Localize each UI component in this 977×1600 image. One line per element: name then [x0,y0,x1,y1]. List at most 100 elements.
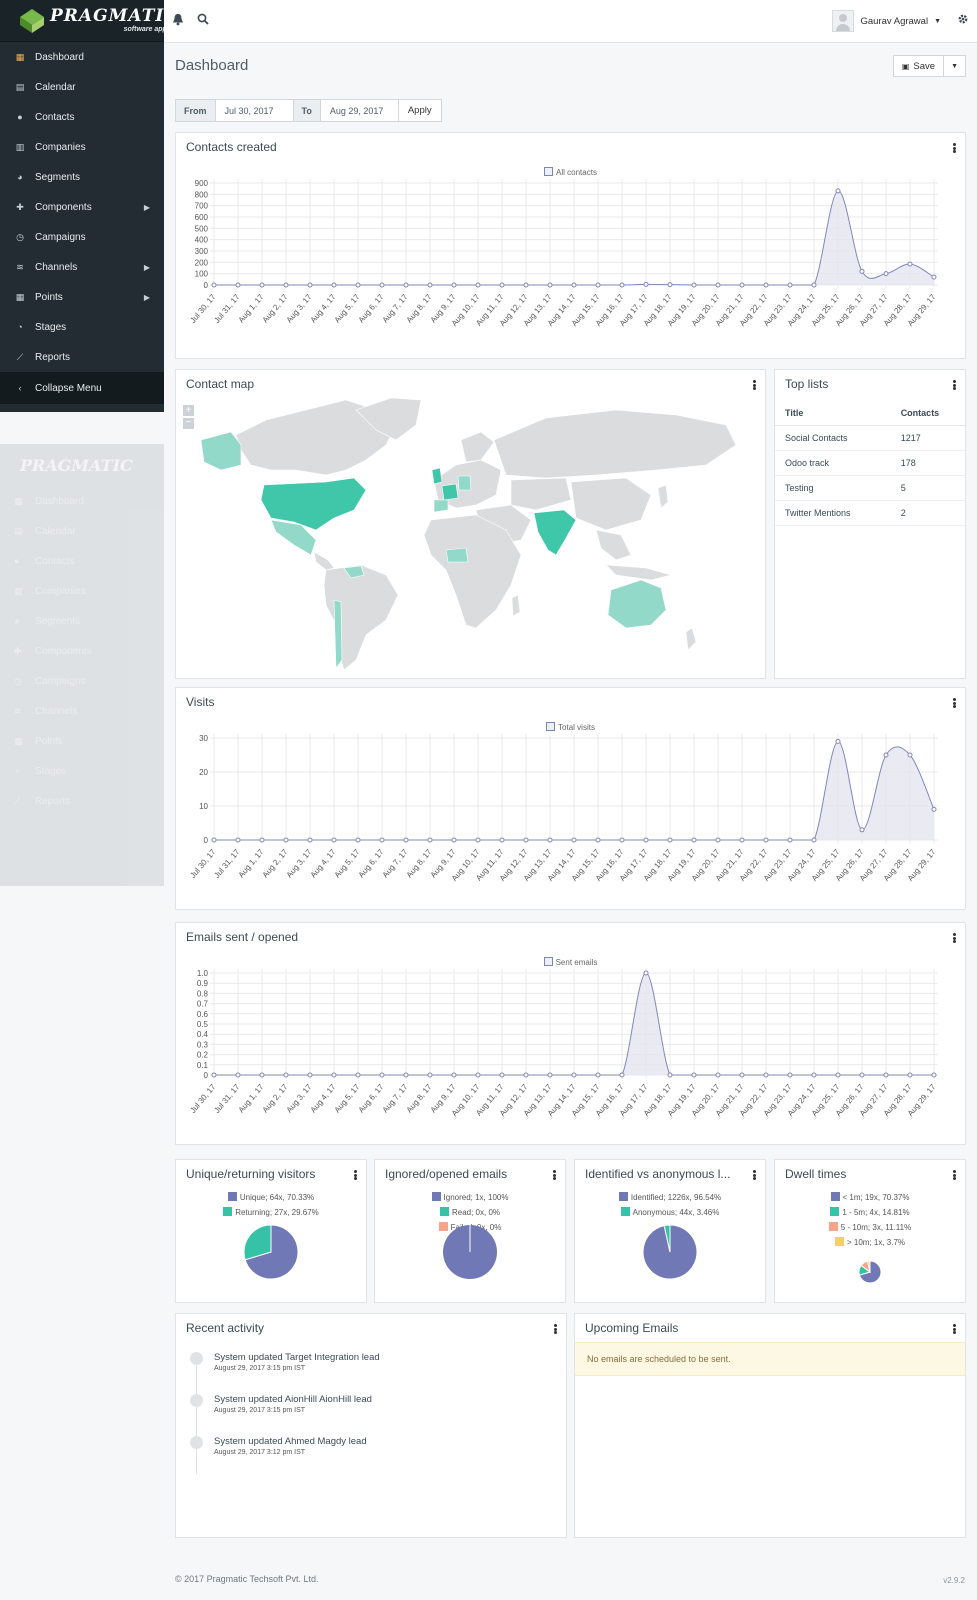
sidebar-item-dashboard[interactable]: ▦ Dashboard [0,42,164,72]
sidebar-item-campaigns[interactable]: ◷ Campaigns [0,222,164,252]
search-icon[interactable] [197,13,209,28]
data-point[interactable] [211,837,217,843]
data-point[interactable] [643,970,649,976]
legend-swatch[interactable] [546,722,556,731]
table-row[interactable]: Twitter Mentions 2 [775,500,965,526]
panel-menu-icon[interactable] [553,1170,556,1180]
data-point[interactable] [283,282,289,288]
data-point[interactable] [715,1072,721,1078]
data-point[interactable] [763,837,769,843]
table-row[interactable]: Social Contacts 1217 [775,425,965,451]
data-point[interactable] [499,282,505,288]
data-point[interactable] [787,837,793,843]
data-point[interactable] [451,282,457,288]
to-date-input[interactable]: Aug 29, 2017 [320,99,399,122]
data-point[interactable] [859,1072,865,1078]
data-point[interactable] [283,837,289,843]
data-point[interactable] [355,837,361,843]
sidebar-item-contacts[interactable]: ● Contacts [0,102,164,132]
data-point[interactable] [211,282,217,288]
save-dropdown-toggle[interactable]: ▼ [944,55,966,77]
data-point[interactable] [523,1072,529,1078]
zoom-in-button[interactable]: + [183,405,194,416]
data-point[interactable] [403,837,409,843]
data-point[interactable] [403,282,409,288]
legend-entry[interactable]: Unique; 64x, 70.33% [227,1190,314,1205]
data-point[interactable] [931,806,937,812]
data-point[interactable] [379,1072,385,1078]
data-point[interactable] [379,837,385,843]
sidebar-item-points[interactable]: ▦ Points ▶ [0,282,164,312]
data-point[interactable] [307,282,313,288]
data-point[interactable] [883,1072,889,1078]
data-point[interactable] [691,1072,697,1078]
data-point[interactable] [475,1072,481,1078]
data-point[interactable] [739,837,745,843]
zoom-out-button[interactable]: − [183,418,194,429]
data-point[interactable] [691,837,697,843]
data-point[interactable] [715,282,721,288]
sidebar-item-companies[interactable]: ▥ Companies [0,132,164,162]
data-point[interactable] [379,282,385,288]
pie-slice[interactable] [866,1260,871,1273]
table-row[interactable]: Odoo track 178 [775,450,965,476]
data-point[interactable] [619,282,625,288]
legend-entry[interactable]: Identified; 1226x, 96.54% [618,1190,721,1205]
legend-entry[interactable]: > 10m; 1x, 3.7% [834,1235,905,1250]
data-point[interactable] [643,281,649,287]
panel-menu-icon[interactable] [953,380,956,390]
legend-swatch[interactable] [543,957,553,966]
data-point[interactable] [499,1072,505,1078]
data-point[interactable] [259,837,265,843]
legend-swatch[interactable] [544,167,554,176]
data-point[interactable] [547,282,553,288]
data-point[interactable] [619,1072,625,1078]
data-point[interactable] [307,837,313,843]
data-point[interactable] [451,837,457,843]
panel-menu-icon[interactable] [753,380,756,390]
sidebar-item-stages[interactable]: ◔ Stages [0,312,164,342]
panel-menu-icon[interactable] [554,1324,557,1334]
activity-text[interactable]: System updated AionHill AionHill lead [214,1394,372,1405]
legend-entry[interactable]: 1 - 5m; 4x, 14.81% [830,1205,910,1220]
activity-text[interactable]: System updated Ahmed Magdy lead [214,1436,367,1447]
data-point[interactable] [883,752,889,758]
data-point[interactable] [331,837,337,843]
data-point[interactable] [883,271,889,277]
data-point[interactable] [283,1072,289,1078]
data-point[interactable] [859,268,865,274]
pie-slice[interactable] [663,1224,671,1253]
world-map[interactable] [176,370,765,678]
data-point[interactable] [235,282,241,288]
data-point[interactable] [475,837,481,843]
data-point[interactable] [787,282,793,288]
data-point[interactable] [403,1072,409,1078]
legend-entry[interactable]: Ignored; 1x, 100% [431,1190,508,1205]
data-point[interactable] [571,1072,577,1078]
data-point[interactable] [451,1072,457,1078]
panel-menu-icon[interactable] [953,698,956,708]
brand-logo[interactable]: PRAGMATIC software applied [0,0,179,42]
data-point[interactable] [619,837,625,843]
data-point[interactable] [835,188,841,194]
data-point[interactable] [763,1072,769,1078]
pie-slice[interactable] [243,1224,272,1261]
collapse-menu-button[interactable]: ‹ Collapse Menu [0,372,164,404]
data-point[interactable] [667,1072,673,1078]
data-point[interactable] [427,282,433,288]
data-point[interactable] [595,1072,601,1078]
data-point[interactable] [547,837,553,843]
sidebar-item-calendar[interactable]: ▤ Calendar [0,72,164,102]
data-point[interactable] [859,827,865,833]
data-point[interactable] [931,1072,937,1078]
data-point[interactable] [835,738,841,744]
data-point[interactable] [571,837,577,843]
table-row[interactable]: Testing 5 [775,475,965,501]
panel-menu-icon[interactable] [953,1170,956,1180]
data-point[interactable] [907,752,913,758]
data-point[interactable] [835,1072,841,1078]
data-point[interactable] [739,282,745,288]
panel-menu-icon[interactable] [953,1324,956,1334]
panel-menu-icon[interactable] [953,143,956,153]
data-point[interactable] [907,261,913,267]
